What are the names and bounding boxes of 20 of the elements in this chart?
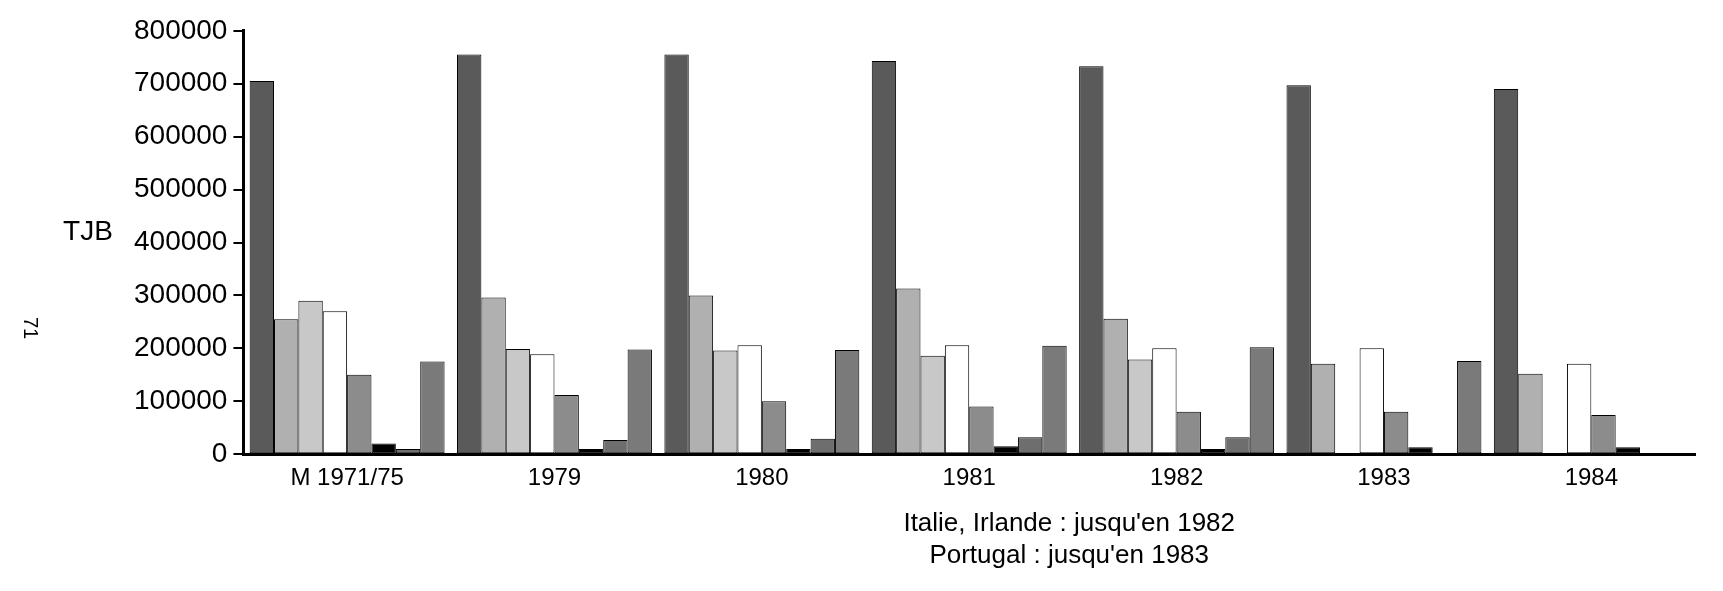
- x-tick-label: M 1971/75: [290, 463, 404, 491]
- text: 71: [20, 316, 43, 340]
- text: Italie, Irlande : jusqu'en 1982: [903, 507, 1236, 538]
- x-tick-label: 1984: [1564, 463, 1619, 491]
- y-tick-label: 800000: [134, 13, 228, 45]
- y-tick-label: 500000: [134, 172, 228, 204]
- x-tick-label: 1979: [527, 463, 582, 491]
- x-tick-label: 1981: [942, 463, 996, 491]
- y-tick-label: 600000: [134, 119, 228, 151]
- y-tick-label: 400000: [134, 225, 228, 257]
- x-tick-label: 1983: [1357, 463, 1411, 491]
- y-axis-title: TJB: [63, 215, 113, 247]
- y-tick-label: 100000: [134, 383, 228, 415]
- text: Portugal : jusqu'en 1983: [929, 539, 1210, 570]
- x-tick-label: 1982: [1149, 463, 1204, 491]
- y-tick-label: 300000: [134, 278, 228, 310]
- y-tick-label: 200000: [134, 331, 228, 363]
- x-tick-label: 1980: [735, 463, 789, 491]
- y-tick-label: 700000: [134, 66, 228, 98]
- y-tick-label: 0: [211, 436, 228, 468]
